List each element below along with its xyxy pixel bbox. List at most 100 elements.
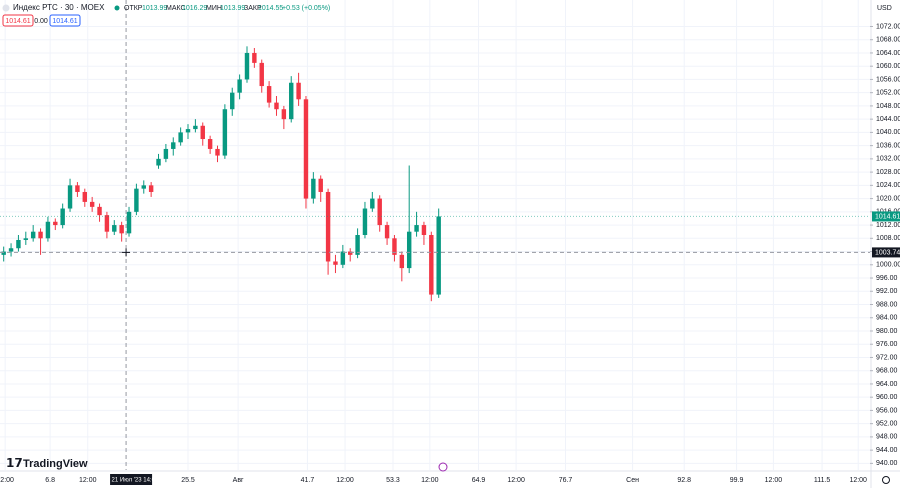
candle-body <box>134 188 139 212</box>
candle-body <box>318 178 323 192</box>
candle-body <box>340 251 346 265</box>
x-tick-label: 12:00 <box>336 477 354 484</box>
logo-text: TradingView <box>23 458 88 470</box>
buy-badge[interactable] <box>49 14 81 27</box>
status-dot <box>114 5 120 11</box>
candle-body <box>362 208 368 235</box>
candle-body <box>215 148 220 156</box>
x-tick-label: 99.9 <box>730 477 744 484</box>
candle-body <box>429 235 434 295</box>
candle-body <box>222 109 228 156</box>
y-tick-label: 1056.00 <box>876 76 900 83</box>
candle-body <box>60 208 65 226</box>
x-tick-label: 12:00 <box>765 477 783 484</box>
y-tick-label: 944.00 <box>876 447 898 454</box>
settings-icon[interactable] <box>882 476 890 484</box>
buy-price: 1014.61 <box>52 18 77 25</box>
x-tick-label: 92.8 <box>677 477 691 484</box>
candle-body <box>421 225 427 235</box>
crosshair-price-badge <box>872 247 900 258</box>
y-tick-label: 1044.00 <box>876 116 900 123</box>
candle-body <box>303 99 309 199</box>
sell-price: 1014.61 <box>5 18 30 25</box>
candle-body <box>281 109 287 120</box>
x-tick-label: 12:00 <box>79 477 97 484</box>
low-label: МИН <box>206 5 222 12</box>
candle-body <box>97 206 102 216</box>
candle-body <box>244 52 250 80</box>
y-tick-label: 948.00 <box>876 434 898 441</box>
candle-body <box>333 261 338 265</box>
candle-body <box>266 86 272 103</box>
y-tick-label: 964.00 <box>876 381 898 388</box>
y-tick-label: 952.00 <box>876 421 898 428</box>
events-icon[interactable] <box>438 462 448 472</box>
candles <box>1 46 441 302</box>
candle-body <box>141 185 146 189</box>
candle-body <box>237 79 242 93</box>
symbol-title[interactable]: Индекс РТС · 30 · MOEX <box>13 3 105 12</box>
candle-body <box>148 185 154 192</box>
candle-body <box>311 178 316 199</box>
low-value: 1013.99 <box>220 5 245 12</box>
candle-body <box>30 231 36 239</box>
x-tick-label: 12:00 <box>849 477 867 484</box>
x-tick-label: Сен <box>626 477 639 484</box>
change-value: +0.53 (+0.05%) <box>282 5 330 12</box>
x-tick-label: 111.5 <box>814 477 831 484</box>
candle-body <box>355 235 360 255</box>
x-tick-label: 12:00 <box>0 477 14 484</box>
candle-body <box>384 225 390 239</box>
y-tick-label: 1064.00 <box>876 50 900 57</box>
candle-body <box>171 142 176 149</box>
candle-body <box>325 191 331 262</box>
x-tick-label: 41.7 <box>301 477 315 484</box>
open-value: 1013.99 <box>142 5 167 12</box>
x-tick-label: 76.7 <box>559 477 573 484</box>
x-tick-label: 6.8 <box>45 477 55 484</box>
candle-body <box>67 185 73 209</box>
y-tick-label: 1020.00 <box>876 195 900 202</box>
y-tick-label: 1040.00 <box>876 129 900 136</box>
y-tick-label: 1032.00 <box>876 156 900 163</box>
y-tick-label: 1000.00 <box>876 262 900 269</box>
candle-body <box>259 62 264 87</box>
candle-body <box>104 215 110 232</box>
candle-body <box>414 225 419 232</box>
header: Индекс РТС · 30 · MOEX ОТКР 1013.99 МАКС… <box>2 3 892 27</box>
crosshair-time-label: пт 21 Июл '23 14:00 <box>104 478 159 484</box>
y-tick-label: 956.00 <box>876 407 898 414</box>
x-tick-label: Авг <box>233 477 244 484</box>
y-tick-label: 1036.00 <box>876 142 900 149</box>
logo: 𝟭𝟳 TradingView <box>6 456 88 470</box>
x-tick-label: 12:00 <box>421 477 439 484</box>
candle-body <box>89 201 95 207</box>
candle-body <box>75 185 80 192</box>
x-tick-label: 64.9 <box>472 477 486 484</box>
close-label: ЗАКР <box>244 5 262 12</box>
last-price-label: 1014.61 <box>875 213 900 220</box>
y-tick-label: 988.00 <box>876 301 898 308</box>
candle-body <box>53 221 58 226</box>
y-tick-label: 972.00 <box>876 354 898 361</box>
candle-body <box>348 251 353 255</box>
x-tick-label: 53.3 <box>386 477 400 484</box>
y-tick-label: 1068.00 <box>876 37 900 44</box>
spread: 0.00 <box>34 18 48 25</box>
candle-body <box>230 92 235 110</box>
currency[interactable]: USD <box>877 5 892 12</box>
y-tick-label: 1024.00 <box>876 182 900 189</box>
candle-body <box>207 139 213 149</box>
high-value: 1016.29 <box>182 5 207 12</box>
candle-body <box>45 221 51 239</box>
y-tick-label: 960.00 <box>876 394 898 401</box>
candle-body <box>126 211 132 234</box>
candle-body <box>392 238 397 255</box>
high-label: МАКС <box>166 5 186 12</box>
candle-body <box>193 125 198 130</box>
candle-body <box>82 191 87 202</box>
open-label: ОТКР <box>124 5 143 12</box>
candle-body <box>200 125 205 140</box>
sell-badge[interactable] <box>2 14 34 27</box>
